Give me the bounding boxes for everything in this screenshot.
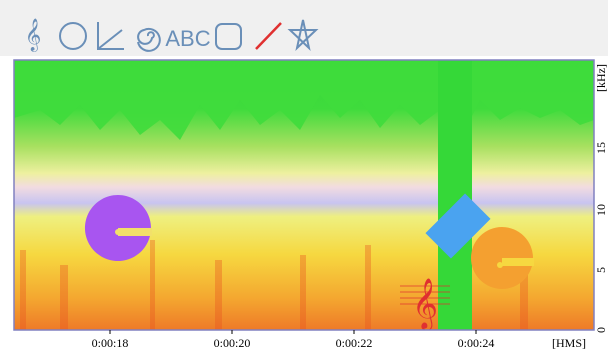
y-tick-label: 10 <box>594 204 608 216</box>
spectrogram[interactable]: 𝄞 <box>14 60 594 331</box>
text-tool[interactable]: ABC <box>165 26 210 51</box>
page: 𝄞 ABC 𝄞 0: <box>0 0 608 352</box>
x-unit: [HMS] <box>552 336 586 350</box>
y-tick-label: 5 <box>594 267 608 273</box>
clef-tool[interactable]: 𝄞 <box>25 19 42 52</box>
svg-text:𝄞: 𝄞 <box>412 279 438 331</box>
x-tick-label: 0:00:18 <box>92 336 129 350</box>
app-window: 𝄞 ABC 𝄞 0: <box>0 0 608 352</box>
x-tick-label: 0:00:22 <box>336 336 373 350</box>
x-tick-label: 0:00:24 <box>458 336 495 350</box>
y-tick-label: 0 <box>594 327 608 333</box>
y-tick-label: 15 <box>594 142 608 154</box>
y-unit: [kHz] <box>594 64 608 92</box>
x-tick-label: 0:00:20 <box>214 336 251 350</box>
